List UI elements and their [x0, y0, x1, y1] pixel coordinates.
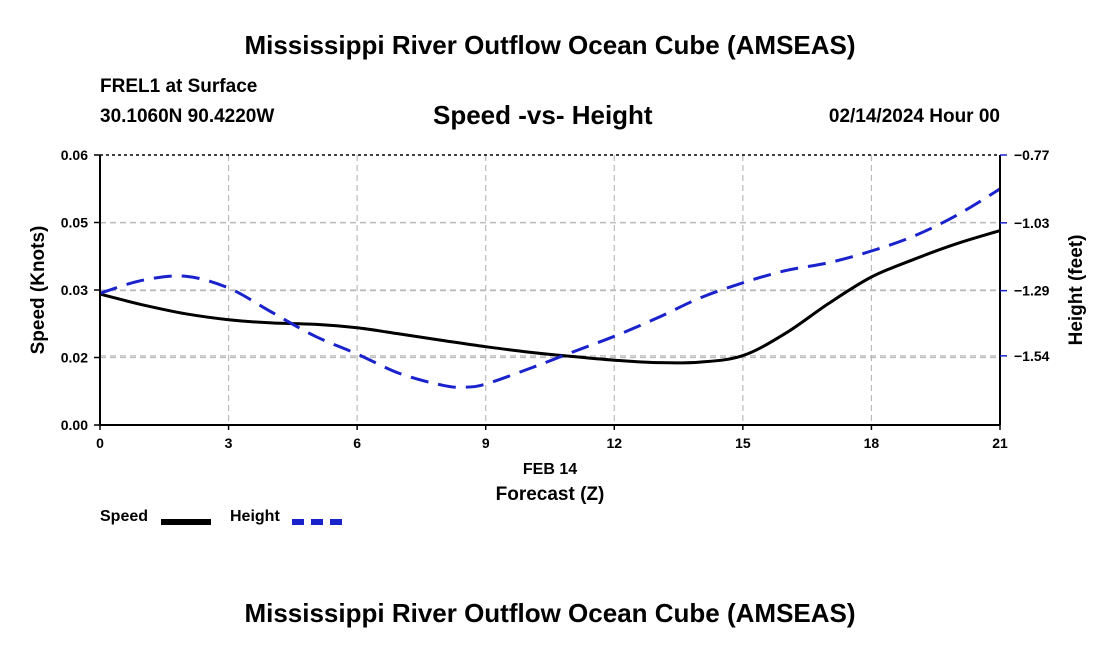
x-tick-label: 3: [225, 435, 233, 451]
height-series-line: [99, 187, 1001, 389]
chart-subtitle: Speed -vs- Height: [433, 100, 653, 130]
tick-labels: 0 3 6 9 12 15 18 21 0.00 0.02 0.03 0.05 0.06 −1.54 −1.…: [61, 147, 1050, 451]
y-left-tick-label: 0.03: [61, 282, 88, 298]
station-label: FREL1 at Surface: [100, 76, 258, 97]
x-axis-label: Forecast (Z): [496, 484, 605, 505]
y-right-tick-label: −1.29: [1014, 283, 1050, 299]
y-left-tick-label: 0.06: [61, 147, 88, 163]
series-lines: [99, 187, 1001, 389]
y-right-tick-label: −0.77: [1014, 147, 1050, 163]
y-right-axis-label: Height (feet): [1066, 235, 1087, 346]
y-right-tick-label: −1.54: [1014, 348, 1050, 364]
forecast-datetime: 02/14/2024 Hour 00: [828, 106, 1000, 127]
legend-speed-label: Speed: [100, 508, 149, 525]
x-tick-label: 6: [353, 435, 361, 451]
legend-speed-swatch: [161, 519, 211, 525]
x-tick-label: 15: [735, 435, 751, 451]
x-tick-label: 12: [606, 435, 622, 451]
legend-height-swatch: [292, 519, 342, 525]
y-right-tick-label: −1.03: [1014, 215, 1050, 231]
coordinates-label: 30.1060N 90.4220W: [100, 106, 275, 127]
y-left-tick-label: 0.02: [61, 350, 88, 366]
speed-series-line: [99, 229, 1001, 365]
x-tick-label: 21: [992, 435, 1008, 451]
legend-height-label: Height: [230, 508, 280, 525]
y-left-tick-label: 0.05: [61, 215, 88, 231]
grid-lines: [100, 155, 1000, 425]
x-tick-label: 9: [482, 435, 490, 451]
x-axis-date-label: FEB 14: [523, 461, 577, 478]
x-tick-label: 18: [864, 435, 880, 451]
chart-title: Mississippi River Outflow Ocean Cube (AM…: [244, 30, 856, 60]
footer-title: Mississippi River Outflow Ocean Cube (AM…: [244, 598, 856, 628]
y-left-tick-label: 0.00: [61, 417, 88, 433]
y-left-axis-label: Speed (Knots): [28, 226, 49, 355]
x-tick-label: 0: [96, 435, 104, 451]
